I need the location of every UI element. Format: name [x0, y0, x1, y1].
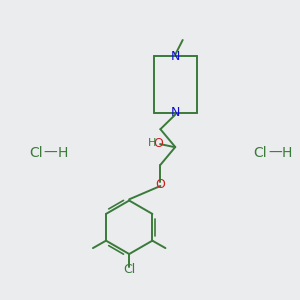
- Text: —: —: [268, 146, 282, 160]
- Text: H: H: [57, 146, 68, 160]
- Text: Cl: Cl: [253, 146, 267, 160]
- Text: O: O: [155, 178, 165, 191]
- Text: Cl: Cl: [29, 146, 42, 160]
- Text: N: N: [171, 50, 180, 63]
- Text: Cl: Cl: [123, 263, 135, 276]
- Text: N: N: [171, 106, 180, 119]
- Text: —: —: [44, 146, 57, 160]
- Text: O: O: [153, 137, 163, 150]
- Text: H: H: [148, 138, 157, 148]
- Text: H: H: [281, 146, 292, 160]
